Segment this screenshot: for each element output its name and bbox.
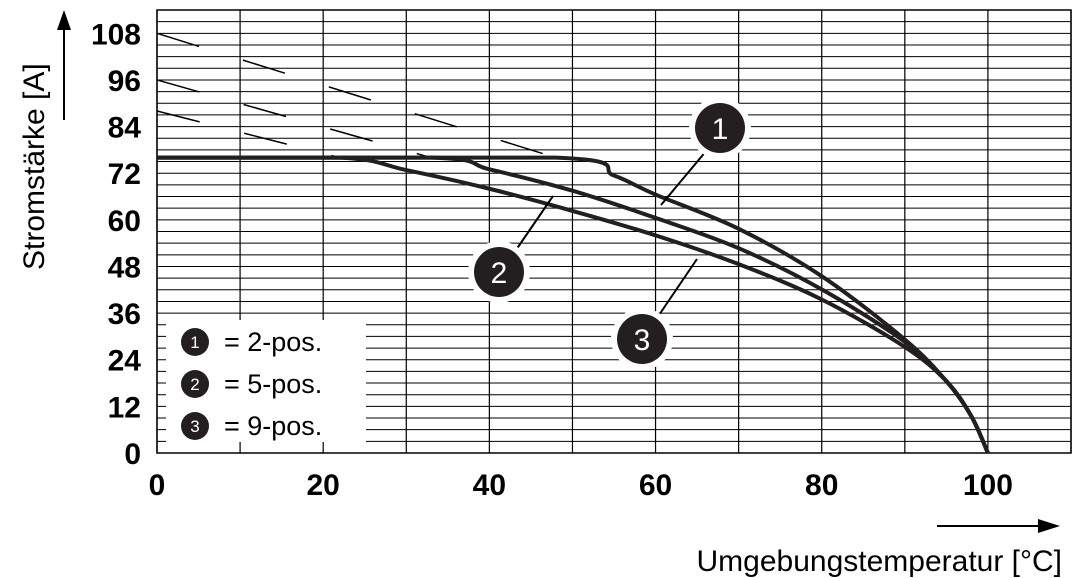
legend-marker-1: [181, 328, 209, 356]
callout-pointer-1: [660, 149, 708, 206]
legend-entry-3: 3 = 9-pos.: [181, 411, 322, 441]
legend-marker-label-1: 1: [190, 333, 199, 352]
x-tick-labels: 0 20 40 60 80 100: [149, 469, 1013, 502]
callout-label-3: 3: [634, 324, 651, 357]
x-axis-arrowhead: [1038, 519, 1060, 533]
x-tick-label: 20: [306, 469, 339, 502]
x-tick-label: 0: [149, 469, 166, 502]
callout-pointer-2: [515, 195, 554, 251]
callout-label-2: 2: [491, 257, 508, 290]
overload-dashes: [156, 32, 557, 159]
y-tick-label: 36: [108, 298, 141, 331]
legend-entry-2: 2 = 5-pos.: [181, 369, 322, 399]
callout-pointer-3: [656, 258, 698, 319]
y-axis-label: Stromstärke [A]: [18, 63, 51, 270]
x-tick-label: 100: [963, 469, 1013, 502]
callout-label-1: 1: [712, 113, 729, 146]
y-tick-label: 48: [108, 251, 141, 284]
legend-marker-2: [181, 370, 209, 398]
y-tick-label: 60: [108, 205, 141, 238]
x-tick-label: 60: [639, 469, 672, 502]
y-tick-label: 24: [108, 345, 142, 378]
series-group: [157, 155, 990, 454]
callout-marker-1: [695, 103, 745, 153]
y-tick-label: 84: [108, 112, 142, 145]
y-tick-label: 72: [108, 158, 141, 191]
overload-dash-1: [156, 32, 557, 159]
y-axis-arrowhead: [57, 10, 71, 30]
legend: 1 = 2-pos. 2 = 5-pos. 3 = 9-pos.: [166, 320, 366, 442]
legend-entry-1: 1 = 2-pos.: [181, 327, 322, 357]
overload-dash-3: [156, 110, 340, 159]
x-tick-label: 40: [473, 469, 506, 502]
legend-marker-label-2: 2: [190, 375, 199, 394]
legend-marker-label-3: 3: [190, 417, 199, 436]
x-tick-label: 80: [805, 469, 838, 502]
callout-marker-3: [617, 314, 667, 364]
y-tick-labels: 0 12 24 36 48 60 72 84 96 108: [91, 18, 141, 471]
callout-marker-2: [474, 247, 524, 297]
legend-text-2: = 5-pos.: [224, 369, 322, 399]
y-tick-label: 108: [91, 18, 141, 51]
legend-marker-3: [181, 412, 209, 440]
y-tick-label: 12: [108, 391, 141, 424]
callouts: 1 2 3: [468, 97, 751, 370]
y-tick-label: 0: [124, 438, 141, 471]
plot-frame: [156, 9, 1072, 454]
legend-text-1: = 2-pos.: [224, 327, 322, 357]
series-line-3: [157, 155, 990, 454]
legend-text-3: = 9-pos.: [224, 411, 322, 441]
x-axis-label: Umgebungstemperatur [°C]: [697, 545, 1063, 578]
y-tick-label: 96: [108, 65, 141, 98]
